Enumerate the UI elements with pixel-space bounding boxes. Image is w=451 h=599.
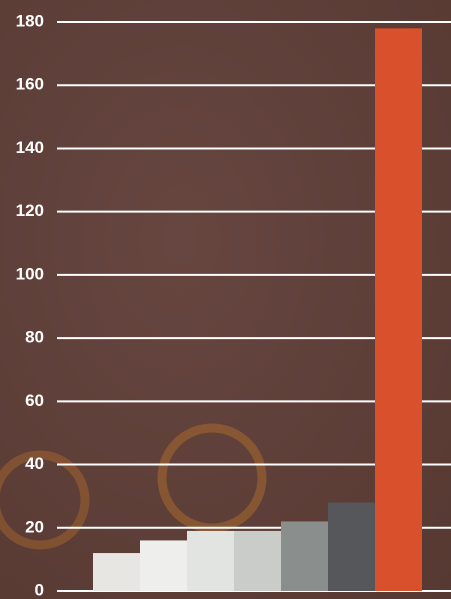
bar [140, 540, 187, 591]
y-tick-label: 60 [25, 391, 44, 410]
y-tick-label: 80 [25, 328, 44, 347]
bar [187, 530, 234, 591]
bar [234, 530, 281, 591]
y-tick-label: 40 [25, 454, 44, 473]
bar [93, 553, 140, 591]
y-tick-label: 160 [16, 75, 44, 94]
y-tick-label: 140 [16, 138, 44, 157]
y-tick-label: 0 [35, 580, 44, 599]
y-tick-label: 180 [16, 11, 44, 30]
y-tick-label: 20 [25, 517, 44, 536]
bar [328, 502, 375, 591]
y-tick-label: 120 [16, 201, 44, 220]
y-tick-label: 100 [16, 264, 44, 283]
bar [375, 28, 422, 592]
decoration [0, 450, 90, 550]
bar [281, 521, 328, 591]
